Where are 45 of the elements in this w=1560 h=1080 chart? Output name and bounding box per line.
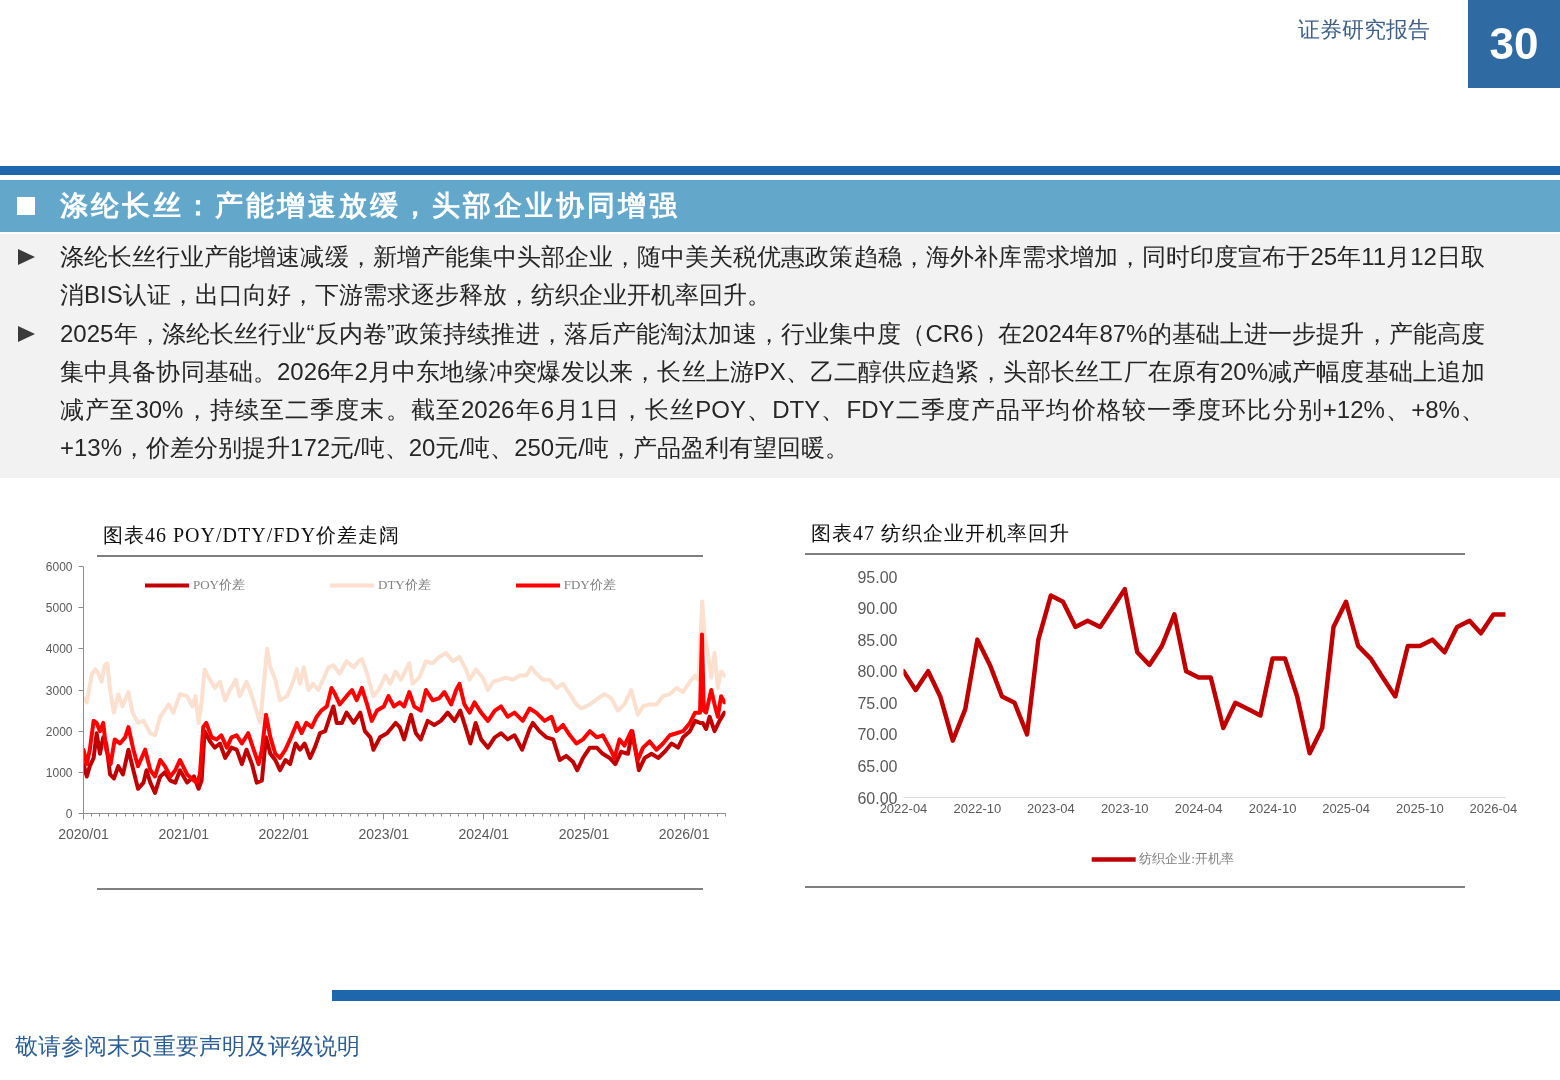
- x-tick-label: 2026/01: [658, 825, 710, 842]
- x-tick-label: 2025-04: [1322, 800, 1370, 816]
- x-tick-label: 2024/01: [458, 825, 510, 842]
- legend-label: FDY价差: [563, 576, 616, 594]
- line-series: [83, 632, 726, 785]
- y-tick-label: 85.00: [857, 631, 898, 649]
- y-tick-label: 80.00: [857, 663, 898, 681]
- x-tick-label: 2025-10: [1396, 800, 1444, 816]
- chart-title: 图表47 纺织企业开机率回升: [805, 513, 1465, 555]
- x-tick-label: 2022/01: [258, 825, 310, 842]
- legend-label: 纺织企业:开机率: [1139, 850, 1234, 868]
- y-tick-label: 90.00: [857, 600, 898, 618]
- x-tick-label: 2025/01: [558, 825, 610, 842]
- y-tick-label: 65.00: [857, 757, 898, 775]
- text: 2025年，涤纶长丝行业“反内卷”政策持续推进，落后产能淘汰加速，行业集中度（CR6）在2024年87%的基础上进一步提升，产能高度集中具备协同基础。2026年2月中东地缘冲突爆发以来，长丝上游PX、乙二醇供应趋紧，头部长丝工厂在原有20%减产幅度基础上追加减产至30%，持续至二季度末。截至2026年6月1日，长丝POY、DTY、FDY二季度产品平均价格较一季度环比分别+12%、+8%、+13%，价差分别提升172元/吨、20元/吨、250元/吨，产品盈利有望回暖。: [59, 318, 1485, 464]
- x-tick-label: 2023-10: [1100, 800, 1149, 816]
- y-tick-label: 75.00: [857, 694, 898, 712]
- x-tick-label: 2021/01: [158, 825, 210, 842]
- line-series: [83, 704, 726, 795]
- y-tick-label: 5000: [45, 601, 73, 616]
- x-tick-label: 2026-04: [1469, 800, 1518, 816]
- y-tick-label: 2000: [45, 724, 73, 739]
- y-tick-label: 70.00: [857, 726, 898, 744]
- x-tick-label: 2023-04: [1027, 800, 1075, 816]
- y-tick-label: 1000: [45, 765, 73, 780]
- line-series: [83, 599, 726, 738]
- x-tick-label: 2024-04: [1174, 800, 1223, 816]
- text: 30: [1468, 0, 1560, 88]
- text: 证券研究报告: [1298, 16, 1430, 44]
- y-tick-label: 3000: [45, 683, 73, 698]
- x-tick-label: 2023/01: [358, 825, 410, 842]
- x-tick-label: 2022-10: [953, 800, 1002, 816]
- x-tick-label: 2020/01: [58, 825, 110, 842]
- y-tick-label: 95.00: [857, 568, 898, 586]
- x-tick-label: 2024-10: [1248, 800, 1297, 816]
- text: 涤纶长丝：产能增速放缓，头部企业协同增强: [60, 189, 680, 223]
- text: 涤纶长丝行业产能增速减缓，新增产能集中头部企业，随中美关税优惠政策趋稳，海外补库需求增加，同时印度宣布于25年11月12日取消BIS认证，出口向好，下游需求逐步释放，纺织企业开机率回升。: [59, 242, 1485, 311]
- legend-label: POY价差: [193, 576, 246, 594]
- y-tick-label: 6000: [45, 560, 73, 574]
- text: 敬请参阅末页重要声明及评级说明: [15, 1032, 360, 1061]
- y-tick-label: 4000: [45, 642, 73, 657]
- line-series: [903, 586, 1506, 756]
- y-tick-label: 0: [65, 807, 73, 821]
- legend-label: DTY价差: [378, 576, 431, 594]
- chart-title: 图表46 POY/DTY/FDY价差走阔: [97, 515, 703, 557]
